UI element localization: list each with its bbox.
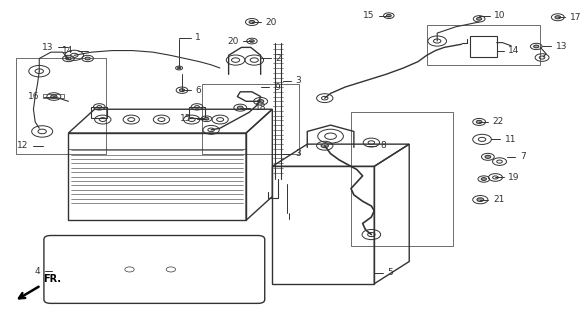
Circle shape [250,40,254,42]
Text: 19: 19 [508,173,520,182]
Text: 20: 20 [265,18,277,27]
Text: 2: 2 [275,54,281,63]
Text: 8: 8 [381,141,386,150]
Text: 22: 22 [493,117,504,126]
Text: 7: 7 [520,152,526,161]
Text: 9: 9 [274,83,280,92]
Circle shape [66,57,71,60]
Circle shape [477,198,483,202]
Circle shape [534,45,539,48]
Circle shape [481,178,486,180]
Text: 5: 5 [388,268,393,277]
Text: FR.: FR. [43,274,62,284]
Text: 6: 6 [195,86,201,95]
Text: 12: 12 [18,141,29,150]
Bar [16,59,106,154]
Text: 17: 17 [570,13,581,22]
Bar [189,107,205,118]
Text: 15: 15 [363,11,374,20]
Bar [351,112,453,246]
Circle shape [179,89,185,92]
Circle shape [85,57,90,60]
Bar [427,25,540,65]
Circle shape [249,20,255,24]
Text: 20: 20 [227,36,239,45]
Text: 3: 3 [295,149,301,158]
Text: 11: 11 [505,135,516,144]
Bar [202,84,298,154]
Circle shape [387,14,391,17]
Bar [91,107,107,118]
Circle shape [555,16,561,19]
Text: 15: 15 [180,114,192,123]
Circle shape [321,144,328,148]
Text: 1: 1 [195,33,201,42]
Circle shape [50,95,57,98]
Text: 4: 4 [35,267,40,276]
Circle shape [178,67,180,69]
Text: 16: 16 [28,92,39,101]
Circle shape [237,106,243,109]
Circle shape [476,17,482,20]
Text: 3: 3 [295,76,301,85]
Circle shape [476,120,482,124]
Bar [69,133,246,220]
Bar [471,36,496,57]
Bar [272,166,374,284]
Text: 13: 13 [42,43,54,52]
Text: 14: 14 [508,46,520,55]
Circle shape [257,100,264,103]
Circle shape [485,155,490,158]
Text: 21: 21 [493,195,505,204]
Text: 14: 14 [62,46,74,55]
Bar [43,94,64,98]
Circle shape [204,117,209,120]
Text: 18: 18 [255,103,266,112]
Text: 10: 10 [494,11,506,20]
Text: 13: 13 [556,42,567,51]
